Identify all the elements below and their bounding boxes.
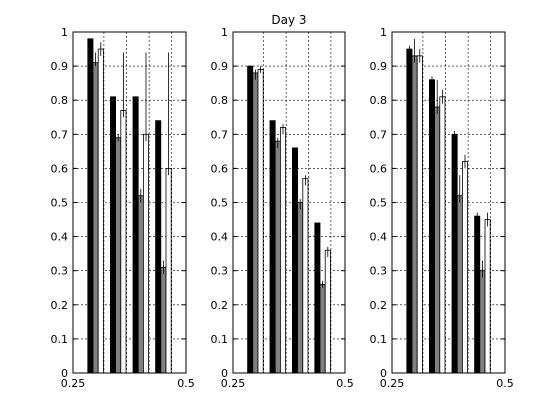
x-tick-label: 0.25 [380,377,405,390]
bar-1-s2-g4 [160,266,167,374]
y-tick-label: 0.7 [370,128,388,141]
bar-3-s3-g3 [461,161,468,374]
bar-1-s3-g2 [120,110,127,374]
y-tick-label: 0.3 [51,265,69,278]
y-tick-label: 0.4 [51,231,69,244]
bar-3-s2-g4 [479,270,486,374]
y-tick-label: 1 [221,26,228,39]
chart-title: Day 3 [271,13,306,27]
bar-3-s1-g2 [428,79,435,374]
y-tick-label: 0.3 [211,265,229,278]
bar-2-s1-g3 [291,147,298,374]
bar-2-s3-g2 [279,127,286,374]
bar-3-s3-g4 [484,219,491,374]
bar-1-s1-g3 [132,96,139,374]
y-tick-label: 0.9 [211,60,229,73]
bar-3-s1-g1 [406,48,413,374]
chart-panel-1: 0 0.1 0.2 0.3 0.4 0.5 0.6 0.7 0.8 0.9 1 0.25 0.5 [51,26,195,390]
y-tick-label: 0.9 [51,60,69,73]
y-tick-label: 0.8 [370,94,388,107]
bar-1-s3-g1 [97,48,104,374]
y-tick-label: 0.5 [211,197,229,210]
bar-1-s3-g3 [142,133,149,374]
bar-3-s3-g1 [416,55,423,374]
bar-3-s2-g3 [456,195,463,374]
y-tick-label: 0.4 [211,231,229,244]
y-tick-label: 0.4 [370,231,388,244]
bar-2-s2-g3 [297,202,304,374]
bar-2-s3-g4 [324,249,331,374]
bar-3-s2-g1 [411,55,418,374]
y-tick-label: 0.2 [51,299,69,312]
y-tick-label: 0 [221,367,228,380]
y-tick-label: 0.8 [211,94,229,107]
y-tick-label: 0.6 [211,162,229,175]
bar-1-s2-g1 [92,62,99,374]
y-tick-label: 0.9 [370,60,388,73]
bar-2-s2-g4 [319,283,326,374]
x-tick-label: 0.5 [496,377,514,390]
x-tick-label: 0.5 [177,377,195,390]
bar-2-s1-g2 [269,120,276,374]
y-tick-label: 0.1 [211,333,229,346]
y-tick-label: 0.1 [51,333,69,346]
bar-3-s3-g2 [439,96,446,374]
y-tick-label: 0 [61,367,68,380]
bar-2-s1-g1 [247,65,254,374]
y-tick-label: 0.5 [370,197,388,210]
x-tick-label: 0.25 [221,377,246,390]
chart-panel-2: 0 0.1 0.2 0.3 0.4 0.5 0.6 0.7 0.8 0.9 1 0.25 0.5 Day … [211,13,354,390]
x-tick-label: 0.25 [61,377,86,390]
bar-3-s1-g4 [474,215,481,374]
bar-1-s2-g2 [115,137,122,374]
y-tick-label: 0.8 [51,94,69,107]
y-tick-label: 0.3 [370,265,388,278]
bar-1-s1-g4 [155,120,162,374]
bar-3-s2-g2 [434,106,441,374]
y-tick-label: 0.7 [51,128,69,141]
x-tick-label: 0.5 [336,377,354,390]
y-tick-label: 0 [380,367,387,380]
bar-3-s1-g3 [451,133,458,374]
y-tick-label: 0.6 [370,162,388,175]
bar-1-s2-g3 [137,195,144,374]
bar-1-s3-g4 [165,167,172,374]
bar-1-s1-g2 [110,96,117,374]
bar-2-s3-g1 [257,69,264,374]
bar-2-s1-g4 [314,222,321,374]
y-tick-label: 0.2 [211,299,229,312]
bar-2-s2-g1 [252,72,259,374]
y-tick-label: 0.5 [51,197,69,210]
bar-2-s2-g2 [274,140,281,374]
y-tick-label: 0.7 [211,128,229,141]
y-tick-label: 1 [61,26,68,39]
chart-panel-3: 0 0.1 0.2 0.3 0.4 0.5 0.6 0.7 0.8 0.9 1 0.25 0.5 [370,26,514,390]
y-tick-label: 1 [380,26,387,39]
y-tick-label: 0.1 [370,333,388,346]
y-tick-label: 0.6 [51,162,69,175]
bar-2-s3-g3 [302,178,309,374]
y-tick-label: 0.2 [370,299,388,312]
bar-1-s1-g1 [87,38,94,374]
